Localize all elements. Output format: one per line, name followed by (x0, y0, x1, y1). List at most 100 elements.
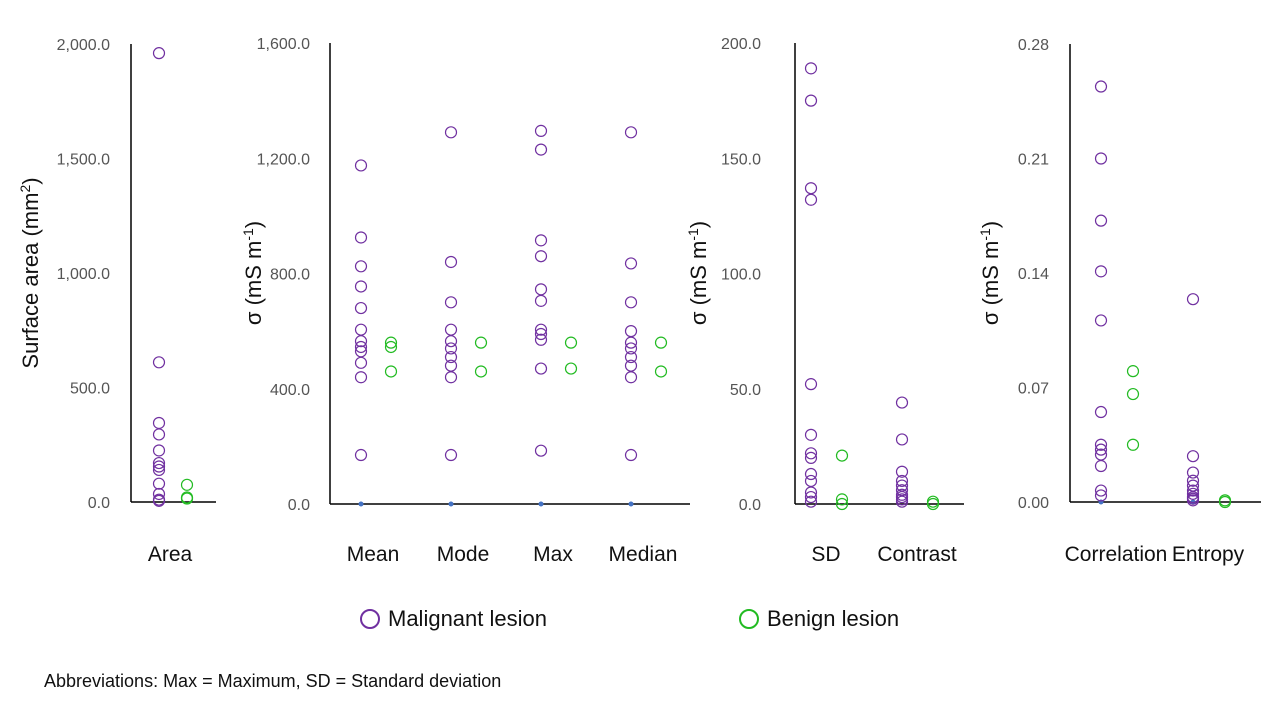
malignant-point (804, 486, 818, 499)
benign-point (654, 336, 668, 349)
malignant-point (152, 487, 166, 501)
malignant-point (1094, 265, 1108, 278)
malignant-point (534, 250, 548, 263)
malignant-point (152, 477, 166, 490)
malignant-point (624, 448, 638, 462)
malignant-point (354, 301, 368, 315)
benign-point (1126, 365, 1140, 378)
malignant-point (1186, 466, 1200, 479)
malignant-point (444, 342, 458, 355)
malignant-point (1094, 314, 1108, 327)
benign-point (835, 497, 849, 511)
malignant-point (354, 280, 368, 293)
y-tick-label: 1,500.0 (57, 152, 110, 169)
y-tick-label: 50.0 (730, 382, 761, 399)
malignant-point (804, 490, 818, 504)
malignant-point (534, 333, 548, 346)
malignant-point (534, 327, 548, 341)
malignant-point (152, 463, 166, 477)
y-tick-label: 2,000.0 (57, 37, 110, 54)
malignant-point (152, 47, 166, 60)
category-label: Area (148, 543, 193, 566)
chart-panel-area: 0.0 500.0 1,000.0 1,500.0 2,000.0 Surface are… (17, 37, 216, 566)
zero-marker (628, 501, 634, 507)
category-label: Entropy (1172, 543, 1245, 566)
malignant-point (534, 234, 548, 247)
malignant-point (624, 371, 638, 384)
malignant-point (534, 124, 548, 137)
category-label: Median (609, 543, 678, 566)
benign-marker-icon (739, 609, 759, 629)
y-tick-label: 1,000.0 (57, 266, 110, 283)
benign-point (180, 478, 194, 491)
benign-point (564, 336, 578, 349)
malignant-point (804, 94, 818, 107)
malignant-point (354, 356, 368, 369)
malignant-point (1094, 443, 1108, 456)
benign-point (474, 336, 488, 349)
benign-point (180, 492, 194, 505)
benign-point (1126, 387, 1140, 401)
malignant-point (354, 335, 368, 348)
malignant-point (444, 126, 458, 139)
y-tick-label: 200.0 (721, 36, 761, 53)
benign-point (654, 365, 668, 378)
malignant-point (444, 255, 458, 269)
benign-point (1126, 438, 1140, 451)
malignant-point (1094, 80, 1108, 93)
legend-benign-label: Benign lesion (767, 606, 900, 631)
malignant-point (804, 467, 818, 481)
malignant-point (624, 296, 638, 309)
y-tick-label: 0.00 (1018, 495, 1049, 512)
y-axis-title: Surface area (mm2) (17, 177, 43, 368)
legend-malignant: Malignant lesion (360, 606, 547, 632)
malignant-point (1094, 489, 1108, 502)
malignant-point (1094, 152, 1108, 165)
malignant-point (804, 495, 818, 508)
malignant-point (804, 447, 818, 460)
malignant-point (444, 335, 458, 348)
y-tick-label: 800.0 (270, 267, 310, 284)
chart-panel-correlation-entropy: 0.00 0.07 0.14 0.21 0.28 σ (mS m-1) Correlatio… (977, 37, 1261, 566)
benign-point (926, 495, 940, 508)
malignant-point (624, 126, 638, 139)
malignant-point (1186, 487, 1200, 500)
y-tick-label: 1,600.0 (257, 36, 310, 53)
benign-point (384, 340, 398, 354)
benign-point (384, 365, 398, 378)
malignant-point (534, 143, 548, 156)
malignant-point (1094, 459, 1108, 473)
malignant-point (1094, 405, 1108, 419)
legend-malignant-label: Malignant lesion (388, 606, 547, 631)
y-tick-label: 0.21 (1018, 152, 1049, 169)
zero-marker (448, 501, 454, 507)
malignant-point (534, 294, 548, 307)
y-axis-title: σ (mS m-1) (685, 221, 711, 325)
malignant-point (624, 342, 638, 355)
y-tick-label: 0.0 (88, 495, 110, 512)
benign-point (384, 336, 398, 349)
y-tick-label: 0.28 (1018, 37, 1049, 54)
y-tick-label: 100.0 (721, 267, 761, 284)
malignant-point (1186, 293, 1200, 306)
malignant-point (152, 428, 166, 441)
malignant-point (152, 416, 166, 430)
benign-point (564, 362, 578, 375)
malignant-point (804, 182, 818, 195)
malignant-point (895, 433, 909, 446)
footnote: Abbreviations: Max = Maximum, SD = Stand… (44, 671, 502, 691)
malignant-point (895, 474, 909, 488)
chart-panel-sd-contrast: 0.0 50.0 100.0 150.0 200.0 σ (mS m-1) SD Contra… (685, 36, 964, 566)
y-tick-label: 400.0 (270, 382, 310, 399)
malignant-point (354, 323, 368, 336)
malignant-point (444, 359, 458, 372)
category-label: Max (533, 543, 573, 566)
malignant-point (354, 231, 368, 244)
malignant-point (804, 62, 818, 75)
malignant-point (534, 362, 548, 375)
malignant-point (804, 451, 818, 464)
malignant-point (1186, 474, 1200, 487)
malignant-point (895, 495, 909, 508)
malignant-point (804, 474, 818, 488)
